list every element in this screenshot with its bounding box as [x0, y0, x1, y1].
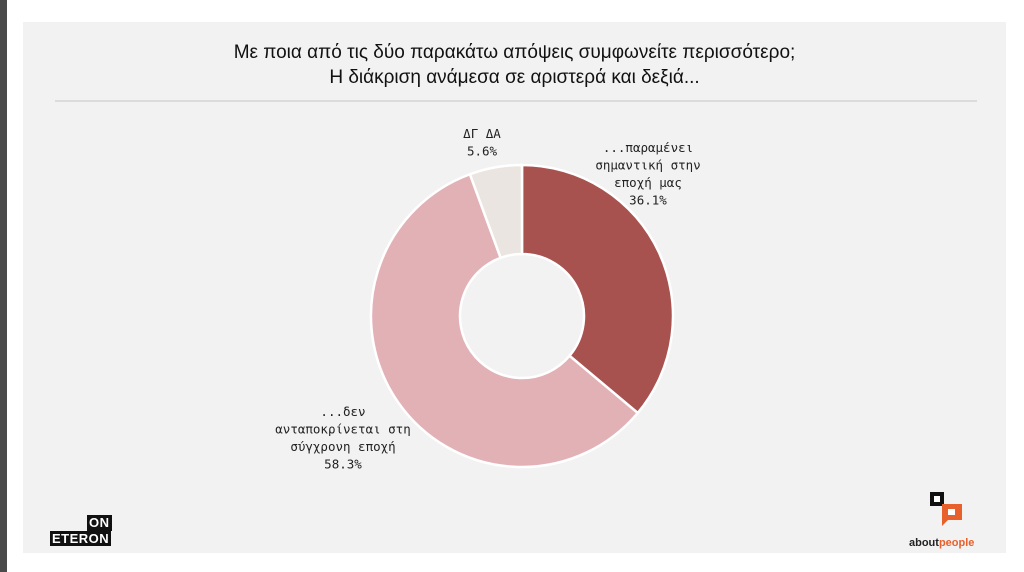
- slice-category-label: ...παραμένει: [603, 140, 693, 155]
- aboutpeople-logo-icon: [930, 492, 962, 526]
- logo-people-text: people: [938, 537, 975, 549]
- slice-value-label: 36.1%: [629, 193, 667, 208]
- slice-category-label: σημαντική στην: [595, 158, 700, 173]
- slice-not-relevant-label: ...δεν ανταποκρίνεται στη σύγχρονη εποχή 58…: [275, 404, 410, 472]
- chart-title: Με ποια από τις δύο παρακάτω απόψεις συμ…: [23, 40, 1006, 90]
- slices-layer: [369, 163, 675, 469]
- logo-eteron-text: ETERON: [50, 531, 112, 546]
- slice-category-label: ...δεν: [320, 404, 365, 419]
- slice-value-label: 5.6%: [467, 144, 498, 159]
- logo-on-text: ON: [87, 515, 112, 531]
- labels-layer: ...παραμένει σημαντική στην εποχή μας 36.1%…: [275, 126, 700, 472]
- logo-about-text: about: [909, 537, 939, 549]
- title-divider: [55, 100, 977, 102]
- slice-category-label: σύγχρονη εποχή: [290, 439, 395, 454]
- slice-category-label: ΔΓ ΔΑ: [463, 126, 501, 141]
- slice-category-label: ανταποκρίνεται στη: [275, 422, 410, 437]
- left-edge-bar: [0, 0, 7, 572]
- slice-value-label: 58.3%: [324, 457, 362, 472]
- slice-dk-na-label: ΔΓ ΔΑ 5.6%: [463, 126, 501, 159]
- slice-not-relevant: [369, 172, 640, 469]
- aboutpeople-logo-text: aboutpeople: [909, 537, 974, 549]
- slice-important: [520, 163, 675, 415]
- slice-dk-na: [468, 163, 524, 260]
- chart-title-line-1: Με ποια από τις δύο παρακάτω απόψεις συμ…: [233, 42, 796, 63]
- slice-important-label: ...παραμένει σημαντική στην εποχή μας 36.1%: [595, 140, 700, 208]
- slice-category-label: εποχή μας: [614, 175, 682, 190]
- chart-title-line-2: Η διάκριση ανάμεσα σε αριστερά και δεξιά…: [329, 67, 700, 88]
